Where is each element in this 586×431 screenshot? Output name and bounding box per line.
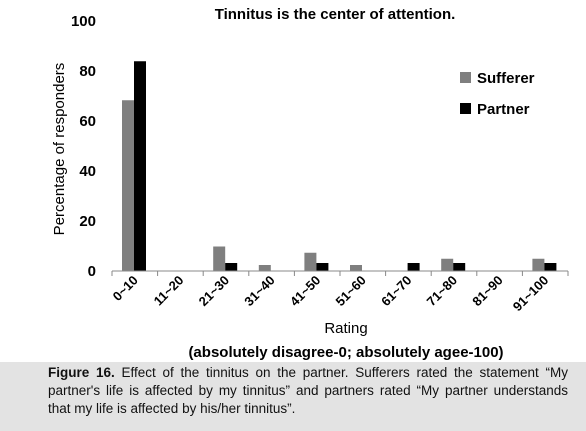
figure-caption-box: Figure 16. Effect of the tinnitus on the… <box>0 362 586 431</box>
bar-sufferer-0~10 <box>122 100 134 271</box>
x-tick-label: 91~100 <box>510 273 552 315</box>
chart-title: Tinnitus is the center of attention. <box>215 6 456 23</box>
x-tick-label: 81~90 <box>469 273 505 309</box>
y-axis-label: Percentage of responders <box>51 63 68 236</box>
legend-label-sufferer: Sufferer <box>477 70 535 87</box>
bar-sufferer-51~60 <box>350 265 362 271</box>
x-axis-label: Rating <box>324 320 367 337</box>
y-tick-label: 0 <box>88 263 96 280</box>
legend-swatch-sufferer <box>460 72 471 83</box>
x-tick-label: 11~20 <box>151 273 187 309</box>
bar-partner-71~80 <box>453 263 466 271</box>
bar-partner-61~70 <box>407 263 420 271</box>
legend-swatch-partner <box>460 103 471 114</box>
x-tick-label: 41~50 <box>287 273 323 309</box>
x-axis-note: (absolutely disagree-0; absolutely agee-… <box>188 344 503 361</box>
y-tick-label: 20 <box>79 213 96 230</box>
caption-label: Figure 16. <box>48 365 115 380</box>
x-axis-ticks: 0~10 11~20 21~30 31~40 41~50 51~60 61~70 71~80 8… <box>110 271 569 315</box>
bar-sufferer-71~80 <box>441 258 454 271</box>
chart: Tinnitus is the center of attention. Per… <box>51 6 569 361</box>
bar-partner-21~30 <box>225 263 238 271</box>
bar-sufferer-41~50 <box>304 252 317 271</box>
bar-sufferer-31~40 <box>258 265 271 271</box>
bar-sufferer-91~100 <box>532 258 545 271</box>
y-tick-label: 100 <box>71 13 96 30</box>
x-tick-label: 51~60 <box>332 273 368 309</box>
bar-partner-91~100 <box>544 263 557 271</box>
caption-text: Effect of the tinnitus on the partner. S… <box>48 365 568 416</box>
bars <box>122 61 557 271</box>
x-tick-label: 31~40 <box>241 273 277 309</box>
bar-partner-0~10 <box>134 61 146 271</box>
x-tick-label: 0~10 <box>110 273 141 304</box>
y-tick-label: 60 <box>79 113 96 130</box>
x-tick-label: 71~80 <box>424 273 460 309</box>
legend: Sufferer Partner <box>460 70 535 118</box>
legend-label-partner: Partner <box>477 101 530 118</box>
x-tick-label: 21~30 <box>196 273 232 309</box>
y-tick-label: 40 <box>79 163 96 180</box>
bar-partner-41~50 <box>316 263 329 271</box>
figure-caption: Figure 16. Effect of the tinnitus on the… <box>48 364 568 418</box>
y-axis-ticks: 0 20 40 60 80 100 <box>71 13 96 280</box>
bar-sufferer-21~30 <box>213 246 226 271</box>
x-tick-label: 61~70 <box>378 273 414 309</box>
y-tick-label: 80 <box>79 63 96 80</box>
